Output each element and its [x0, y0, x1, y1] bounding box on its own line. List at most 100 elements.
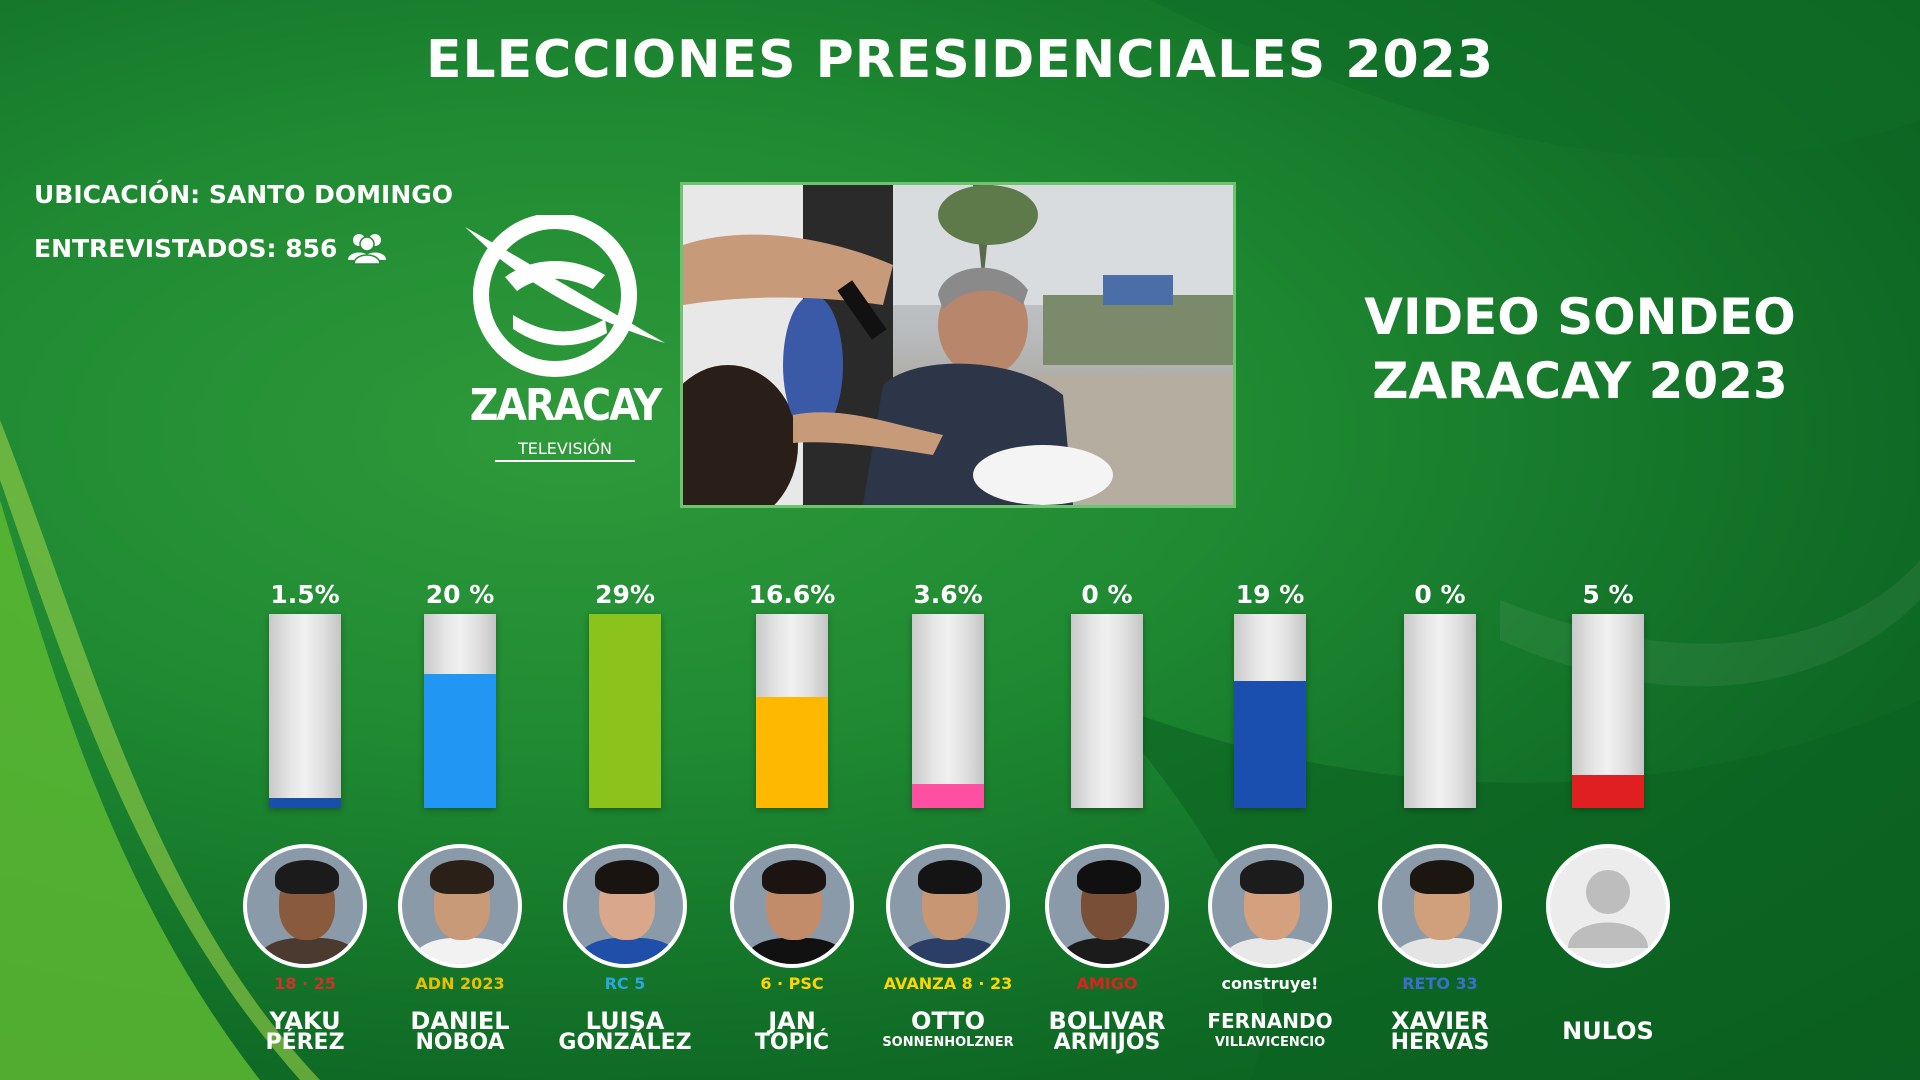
candidate-first-name: YAKU — [269, 1007, 341, 1035]
candidate-last-name: HERVAS — [1390, 1030, 1490, 1055]
candidate-avatar — [398, 844, 522, 968]
bar-track — [1404, 614, 1476, 808]
candidate-last-name: ARMIJOS — [1053, 1030, 1161, 1055]
candidate-last-name: SONNENHOLZNER — [882, 1035, 1014, 1050]
bar-value-label: 1.5% — [270, 580, 340, 609]
sondeo-line2: ZARACAY 2023 — [1372, 352, 1788, 410]
video-scene — [683, 185, 1233, 505]
candidate-name: DANIEL NOBOA — [385, 1007, 535, 1055]
page-title: ELECCIONES PRESIDENCIALES 2023 — [425, 30, 1495, 90]
candidate-name: NULOS — [1533, 1010, 1683, 1045]
candidate-name: OTTO SONNENHOLZNER — [873, 1007, 1023, 1054]
avatar-body — [900, 938, 1004, 964]
candidate-avatar — [1208, 844, 1332, 968]
candidate-name: XAVIER HERVAS — [1365, 1007, 1515, 1055]
avatar-body — [1059, 938, 1163, 964]
party-logo: RC 5 — [604, 974, 646, 993]
bar-value-label: 0 % — [1414, 580, 1466, 609]
party-logo: ADN 2023 — [415, 974, 505, 993]
bar-value-label: 16.6% — [748, 580, 836, 609]
candidate-name: JAN TOPIĆ — [717, 1007, 867, 1055]
bar-track — [1071, 614, 1143, 808]
candidate-avatar — [243, 844, 367, 968]
avatar-hair — [762, 860, 826, 894]
avatar-body — [1392, 938, 1496, 964]
candidate-name: BOLIVAR ARMIJOS — [1032, 1007, 1182, 1055]
avatar-hair — [430, 860, 494, 894]
party-logo — [1543, 974, 1673, 1000]
interviewed-row: ENTREVISTADOS: 856 — [34, 230, 389, 266]
bar-track — [912, 614, 984, 808]
avatar-body — [412, 938, 516, 964]
bar — [589, 614, 661, 808]
location-label: UBICACIÓN: SANTO DOMINGO — [34, 180, 454, 209]
bar — [424, 674, 496, 808]
avatar-body — [577, 938, 681, 964]
video-sondeo-title: VIDEO SONDEO ZARACAY 2023 — [1300, 285, 1860, 413]
logo-name: ZARACAY — [469, 380, 663, 431]
candidate-first-name: FERNANDO — [1207, 1009, 1333, 1033]
party-logo: AMIGO — [1076, 974, 1138, 993]
candidate-first-name: BOLIVAR — [1048, 1007, 1166, 1035]
avatar-hair — [918, 860, 982, 894]
party-logo: 18 · 25 — [274, 974, 336, 993]
avatar-hair — [1410, 860, 1474, 894]
bar-value-label: 3.6% — [913, 580, 983, 609]
avatar-hair — [595, 860, 659, 894]
candidate-avatar — [563, 844, 687, 968]
candidate-last-name: VILLAVICENCIO — [1214, 1035, 1326, 1050]
candidate-avatar — [1546, 844, 1670, 968]
logo-emblem — [465, 215, 665, 377]
avatar-body — [744, 938, 848, 964]
candidate-last-name: NOBOA — [415, 1030, 505, 1055]
bar-track — [1572, 614, 1644, 808]
zaracay-logo: ZARACAY TELEVISIÓN — [455, 215, 675, 475]
candidate-first-name: JAN — [768, 1007, 816, 1035]
party-logo: 6 · PSC — [760, 974, 824, 993]
bar — [912, 783, 984, 808]
avatar-body — [257, 938, 361, 964]
bar-track — [424, 614, 496, 808]
candidate-avatar — [886, 844, 1010, 968]
bar-value-label: 0 % — [1081, 580, 1133, 609]
candidate-avatar — [1378, 844, 1502, 968]
avatar-body — [1222, 938, 1326, 964]
avatar-hair — [275, 860, 339, 894]
avatar-hair — [1077, 860, 1141, 894]
bar-value-label: 19 % — [1235, 580, 1305, 609]
avatar-hair — [1240, 860, 1304, 894]
candidate-name: FERNANDO VILLAVICENCIO — [1195, 1010, 1345, 1054]
video-frame[interactable] — [680, 182, 1236, 508]
bar-track — [1234, 614, 1306, 808]
candidate-last-name: TOPIĆ — [754, 1030, 830, 1055]
candidate-avatar — [1045, 844, 1169, 968]
candidate-last-name: PÉREZ — [265, 1030, 345, 1055]
candidate-first-name: NULOS — [1562, 1017, 1654, 1045]
bar-track — [756, 614, 828, 808]
party-logo: construye! — [1221, 974, 1319, 993]
interviewed-label: ENTREVISTADOS: 856 — [34, 233, 338, 263]
bar — [1234, 680, 1306, 808]
candidate-name: LUISA GONZÁLEZ — [550, 1007, 700, 1055]
bar-track — [589, 614, 661, 808]
bar-track — [269, 614, 341, 808]
bar — [1572, 774, 1644, 808]
party-logo: AVANZA 8 · 23 — [883, 974, 1013, 993]
candidate-first-name: OTTO — [910, 1007, 986, 1035]
bar-value-label: 20 % — [425, 580, 495, 609]
party-logo: RETO 33 — [1402, 974, 1478, 993]
sondeo-line1: VIDEO SONDEO — [1364, 288, 1796, 346]
logo-sub: TELEVISIÓN — [495, 439, 635, 462]
people-icon — [348, 234, 387, 265]
bar-value-label: 5 % — [1582, 580, 1634, 609]
user-placeholder-icon — [1568, 870, 1648, 948]
bar — [756, 696, 828, 808]
candidate-avatar — [730, 844, 854, 968]
bar-value-label: 29% — [595, 580, 655, 609]
candidate-last-name: GONZÁLEZ — [558, 1030, 692, 1055]
candidate-first-name: XAVIER — [1391, 1007, 1489, 1035]
candidate-name: YAKU PÉREZ — [230, 1007, 380, 1055]
candidate-first-name: DANIEL — [410, 1007, 510, 1035]
candidate-first-name: LUISA — [585, 1007, 665, 1035]
bar — [269, 797, 341, 808]
